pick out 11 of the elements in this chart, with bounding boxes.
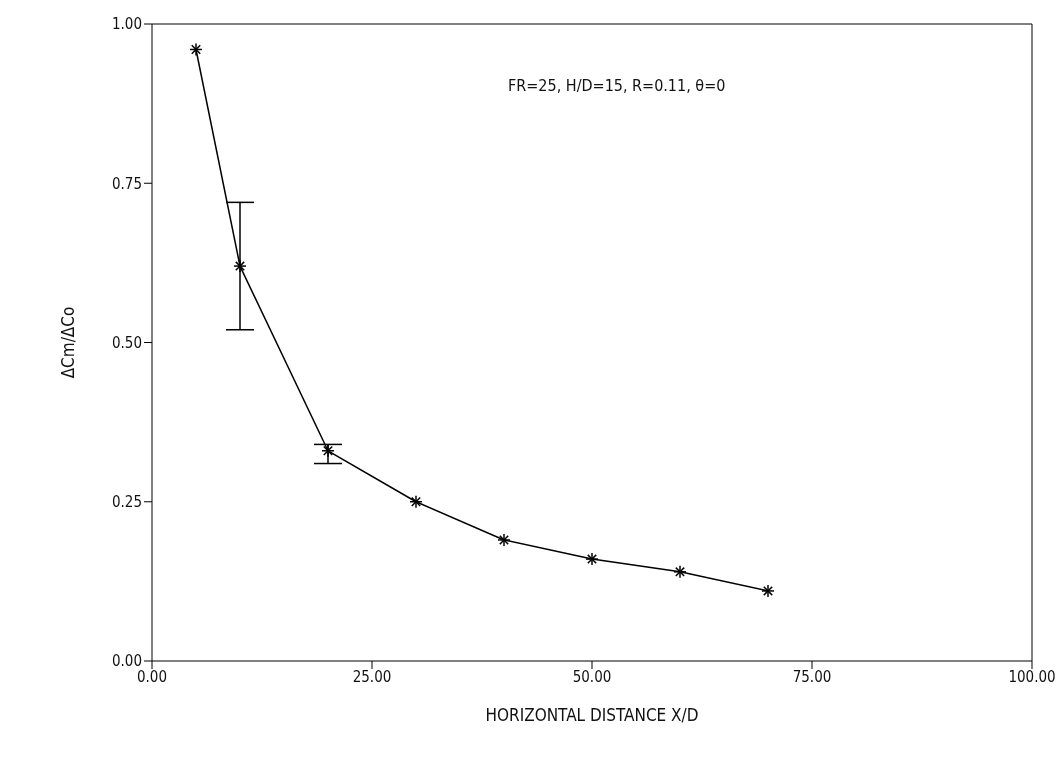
x-tick-label: 25.00 (352, 667, 392, 686)
x-axis-title: HORIZONTAL DISTANCE X/D (485, 705, 699, 725)
annotation: FR=25, H/D=15, R=0.11, θ=0 (508, 76, 726, 95)
x-tick-label: 100.00 (1008, 667, 1056, 686)
y-tick-label: 1.00 (111, 15, 142, 34)
y-tick-label: 0.25 (111, 493, 142, 512)
y-tick-label: 0.50 (111, 333, 142, 352)
x-tick-label: 75.00 (792, 667, 832, 686)
y-tick-label: 0.75 (111, 174, 142, 193)
x-tick-label: 50.00 (572, 667, 612, 686)
y-axis-title: ΔCm/ΔCo (58, 306, 79, 379)
